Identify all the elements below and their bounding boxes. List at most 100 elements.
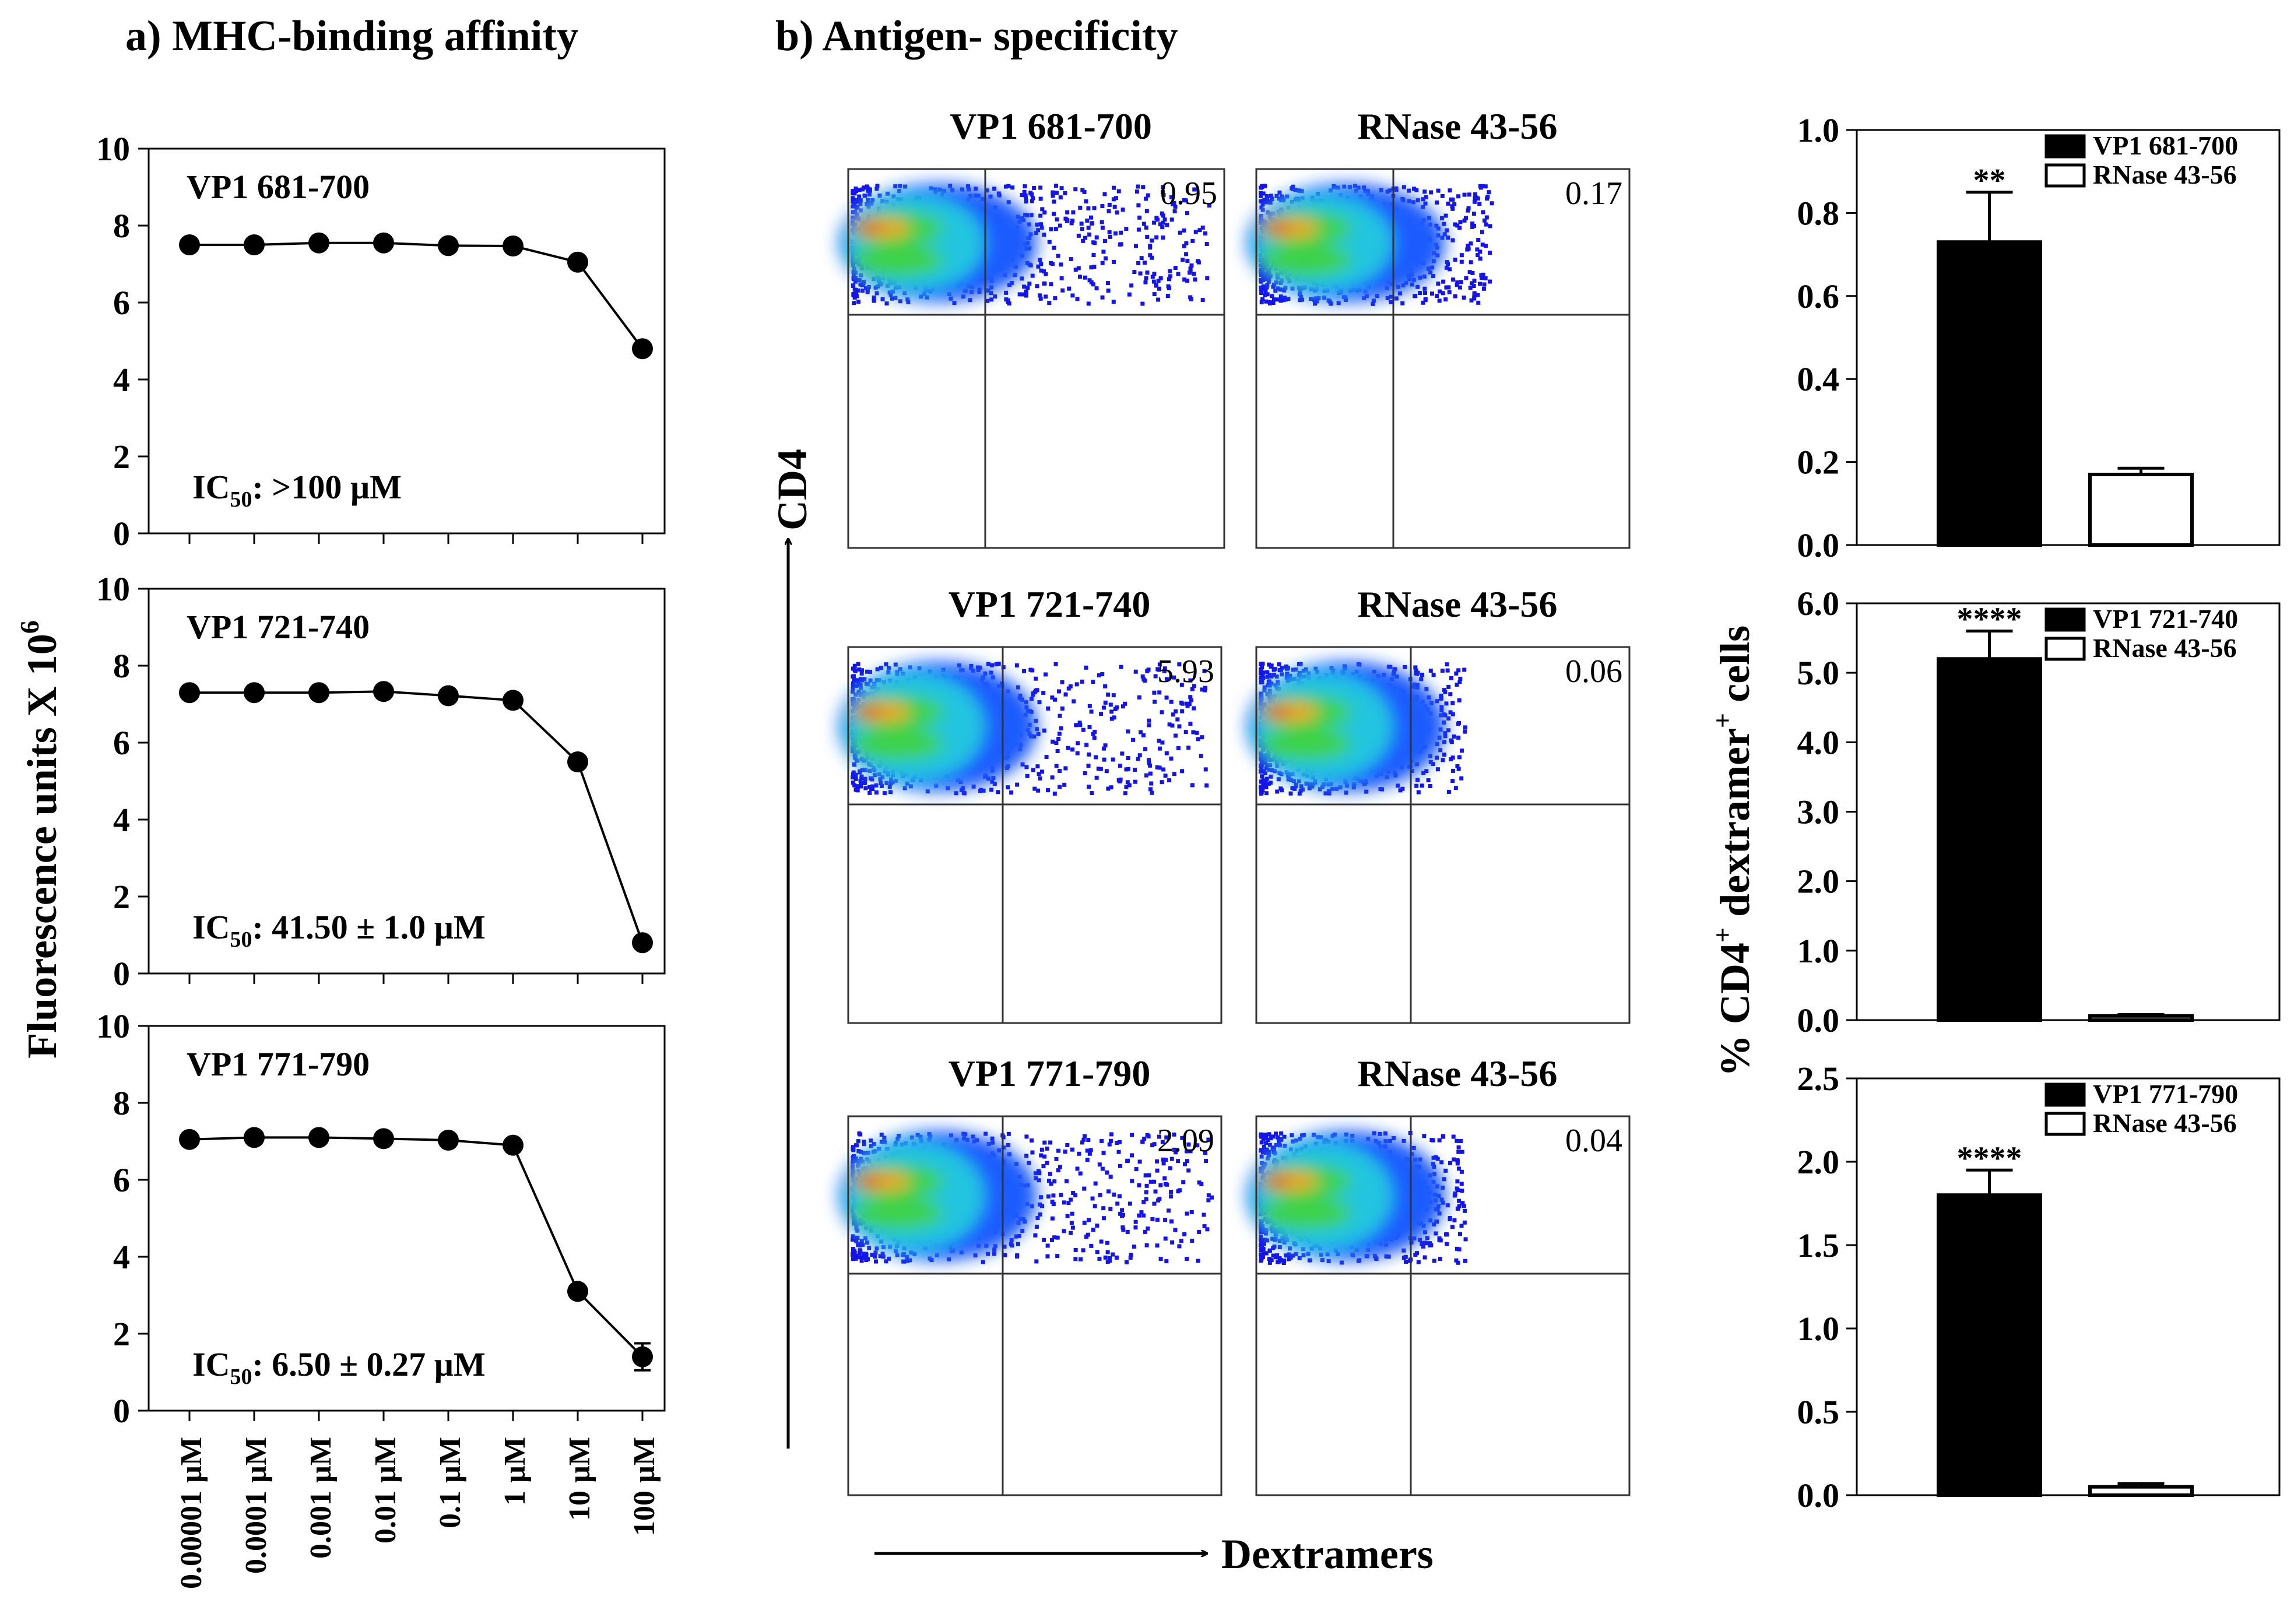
flow-event: [1065, 1214, 1070, 1218]
flow-event: [1184, 241, 1189, 245]
flow-event: [992, 1247, 997, 1252]
flow-event: [1052, 1235, 1057, 1240]
flow-event: [1038, 293, 1042, 298]
flow-event: [1108, 234, 1112, 239]
flow-event: [1441, 291, 1445, 296]
flow-event: [1420, 783, 1424, 788]
x-tick-label: 0.001 µM: [304, 1437, 338, 1559]
flow-event: [1145, 270, 1150, 275]
flow-event: [856, 662, 860, 666]
flow-event: [1101, 249, 1106, 254]
flow-event: [1042, 210, 1047, 215]
flow-event: [1275, 1253, 1280, 1258]
flow-event: [893, 184, 898, 189]
flow-event: [854, 198, 859, 202]
flow-event: [1444, 701, 1449, 706]
flow-event: [1439, 216, 1444, 220]
flow-event: [1070, 293, 1075, 298]
flow-event: [1150, 1143, 1155, 1148]
flow-event: [1271, 284, 1276, 289]
flow-event: [1422, 290, 1427, 295]
flow-event: [1009, 280, 1014, 285]
flow-event: [1260, 297, 1265, 301]
flow-event: [1045, 1161, 1049, 1165]
flow-event: [1401, 185, 1406, 189]
series-line: [189, 690, 644, 943]
flow-event: [1206, 1198, 1211, 1203]
flow-event: [1190, 238, 1195, 243]
flow-event: [1161, 1157, 1165, 1162]
flow-event: [853, 200, 858, 205]
data-point: [632, 1346, 653, 1368]
flow-event: [1441, 712, 1446, 717]
flow-event: [1078, 205, 1083, 210]
flow-event: [1150, 1217, 1155, 1222]
flow-event: [1182, 198, 1186, 203]
flow-event: [1403, 1254, 1408, 1259]
flow-event: [882, 791, 887, 796]
flow-event: [1038, 258, 1042, 262]
flow-event: [952, 301, 957, 305]
bar: [2088, 1485, 2194, 1497]
flow-event: [1156, 297, 1161, 302]
flow-event: [1411, 1145, 1416, 1150]
flow-event: [1168, 1194, 1173, 1199]
flow-event: [1014, 663, 1019, 668]
flow-event: [1143, 1173, 1148, 1177]
flow-event: [1291, 1253, 1295, 1258]
flow-event: [1139, 256, 1144, 261]
flow-event: [1196, 737, 1200, 741]
flow-event: [852, 190, 856, 195]
flow-event: [1274, 674, 1279, 679]
flow-event: [1307, 786, 1312, 790]
y-tick-label: 1.0: [1797, 932, 1840, 970]
flow-event: [1069, 1197, 1073, 1202]
flow-event: [1389, 300, 1393, 304]
flow-event: [986, 662, 990, 666]
flow-event: [1300, 1133, 1305, 1138]
flow-event: [1431, 1162, 1435, 1166]
flow-event: [861, 282, 866, 286]
flow-event: [1167, 277, 1171, 282]
flow-event: [859, 1239, 864, 1243]
flow-event: [859, 1150, 863, 1154]
flow-event: [861, 1252, 866, 1256]
flow-event: [851, 1147, 855, 1151]
flow-event: [1155, 1217, 1160, 1222]
flow-event: [1275, 789, 1280, 794]
flow-event: [1386, 1254, 1391, 1259]
flow-event: [1454, 671, 1459, 676]
chart-title: VP1 721-740: [187, 608, 370, 646]
flow-event: [1463, 1259, 1467, 1263]
flow-event: [1459, 253, 1464, 258]
ic50-sub: 50: [230, 1365, 252, 1389]
flow-event: [1286, 297, 1291, 301]
flow-event: [1456, 1166, 1461, 1171]
flow-event: [1415, 778, 1420, 782]
flow-event: [1048, 1140, 1053, 1145]
flow-event: [1038, 185, 1043, 190]
flow-event: [1453, 222, 1457, 227]
flow-event: [1108, 1175, 1113, 1179]
flow-event: [1071, 210, 1076, 215]
flow-event: [1443, 690, 1448, 694]
flow-event: [1039, 262, 1044, 266]
flow-event: [1271, 1253, 1276, 1258]
flow-event: [1459, 776, 1464, 781]
bar: [2088, 472, 2194, 547]
chart-frame: [1856, 1077, 2281, 1496]
flow-event: [1086, 1138, 1091, 1143]
flow-event: [1137, 215, 1142, 220]
flow-event: [1058, 223, 1062, 228]
flow-event: [1199, 1182, 1204, 1186]
flow-event: [1059, 186, 1064, 191]
y-tick-label: 10: [96, 1007, 130, 1045]
flow-event: [1112, 185, 1116, 190]
flow-event: [1125, 1229, 1130, 1234]
bar-ylabel-sup2: +: [1708, 713, 1737, 728]
flow-event: [1038, 1195, 1043, 1200]
flow-event: [1160, 1140, 1165, 1144]
flow-event: [1094, 235, 1099, 240]
flow-event: [1136, 757, 1140, 761]
flow-event: [1161, 767, 1166, 772]
